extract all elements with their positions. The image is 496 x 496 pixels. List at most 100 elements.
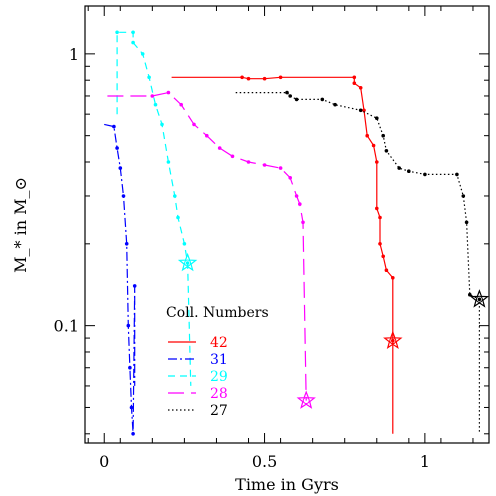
data-point bbox=[468, 292, 472, 297]
data-point bbox=[378, 242, 382, 246]
data-point bbox=[176, 215, 180, 220]
data-point bbox=[192, 122, 196, 127]
data-point bbox=[124, 242, 129, 246]
series-27 bbox=[235, 90, 490, 434]
legend-entry-27: 27 bbox=[168, 403, 228, 419]
data-point bbox=[262, 163, 267, 167]
legend-entry-28: 28 bbox=[168, 386, 228, 402]
y-axis-label: M_* in M_⊙ bbox=[11, 177, 30, 273]
legend-label: 42 bbox=[210, 335, 228, 351]
legend-title: Coll. Numbers bbox=[166, 305, 269, 321]
end-star-marker bbox=[469, 289, 490, 308]
data-point bbox=[407, 169, 411, 173]
data-point bbox=[384, 149, 389, 153]
legend-label: 31 bbox=[210, 352, 228, 368]
data-point bbox=[477, 297, 482, 302]
data-point bbox=[371, 143, 376, 148]
series-line bbox=[171, 76, 394, 434]
data-point bbox=[461, 194, 466, 198]
data-point bbox=[423, 172, 427, 177]
data-point bbox=[140, 52, 145, 56]
data-point bbox=[217, 146, 222, 150]
data-point bbox=[391, 338, 395, 343]
data-point bbox=[352, 81, 357, 85]
y-tick-label: 0.1 bbox=[54, 317, 79, 336]
axis-ticks: 0 0.5 1 0.1 1 bbox=[54, 6, 489, 471]
data-point bbox=[375, 160, 379, 164]
data-point bbox=[129, 405, 134, 410]
series-42 bbox=[171, 75, 403, 434]
data-point bbox=[391, 276, 395, 280]
data-point bbox=[278, 166, 283, 170]
data-point bbox=[182, 242, 187, 246]
data-point bbox=[397, 166, 402, 170]
data-point bbox=[150, 94, 155, 98]
data-point bbox=[285, 90, 289, 95]
data-point bbox=[121, 194, 126, 198]
x-tick-label: 1 bbox=[420, 452, 430, 471]
end-star-marker-core bbox=[184, 259, 192, 267]
data-point bbox=[147, 75, 151, 80]
legend-entry-42: 42 bbox=[168, 335, 228, 351]
legend-entry-31: 31 bbox=[168, 352, 228, 368]
x-axis-label: Time in Gyrs bbox=[235, 475, 339, 494]
data-point bbox=[115, 30, 119, 35]
data-point bbox=[301, 220, 305, 225]
series-line bbox=[235, 91, 480, 434]
data-point bbox=[131, 432, 135, 436]
data-point bbox=[375, 116, 379, 120]
series-layer bbox=[104, 30, 490, 436]
data-point bbox=[333, 102, 337, 107]
end-star-marker bbox=[177, 252, 198, 272]
data-point bbox=[128, 365, 132, 370]
data-point bbox=[173, 194, 177, 198]
data-point bbox=[262, 76, 267, 81]
end-star-marker bbox=[383, 330, 403, 349]
legend-label: 28 bbox=[210, 386, 228, 402]
y-tick-label: 1 bbox=[69, 45, 79, 64]
legend-label: 27 bbox=[210, 403, 228, 419]
data-point bbox=[166, 90, 171, 95]
data-point bbox=[205, 133, 209, 138]
data-point bbox=[378, 215, 382, 220]
legend-label: 29 bbox=[210, 369, 228, 385]
data-point bbox=[464, 220, 469, 225]
series-line bbox=[107, 91, 307, 401]
data-point bbox=[352, 75, 357, 80]
data-point bbox=[246, 76, 251, 81]
data-point bbox=[381, 133, 386, 138]
data-point bbox=[381, 254, 386, 259]
series-line bbox=[104, 123, 136, 434]
data-point bbox=[288, 176, 293, 180]
data-point bbox=[115, 146, 119, 150]
series-31 bbox=[104, 123, 137, 436]
series-28 bbox=[107, 90, 316, 409]
end-star-marker-core bbox=[475, 295, 483, 303]
data-point bbox=[365, 133, 370, 138]
data-point bbox=[294, 97, 299, 102]
data-point bbox=[131, 40, 135, 45]
data-point bbox=[153, 102, 158, 107]
data-point bbox=[112, 124, 116, 129]
plot-frame bbox=[84, 5, 490, 444]
data-point bbox=[240, 75, 244, 80]
data-point bbox=[294, 194, 299, 198]
data-point bbox=[179, 102, 183, 107]
x-tick-label: 0.5 bbox=[252, 452, 277, 471]
data-point bbox=[126, 323, 131, 328]
end-star-marker-core bbox=[389, 337, 397, 345]
series-29 bbox=[115, 30, 198, 386]
x-tick-label: 0 bbox=[99, 452, 109, 471]
data-point bbox=[246, 160, 251, 164]
data-point bbox=[384, 268, 389, 273]
data-point bbox=[375, 206, 379, 211]
end-star-marker-core bbox=[302, 397, 310, 405]
end-star-marker bbox=[296, 390, 316, 409]
data-point bbox=[131, 30, 135, 35]
data-point bbox=[185, 261, 190, 265]
data-point bbox=[118, 166, 123, 170]
data-point bbox=[132, 284, 137, 288]
data-point bbox=[298, 202, 302, 206]
